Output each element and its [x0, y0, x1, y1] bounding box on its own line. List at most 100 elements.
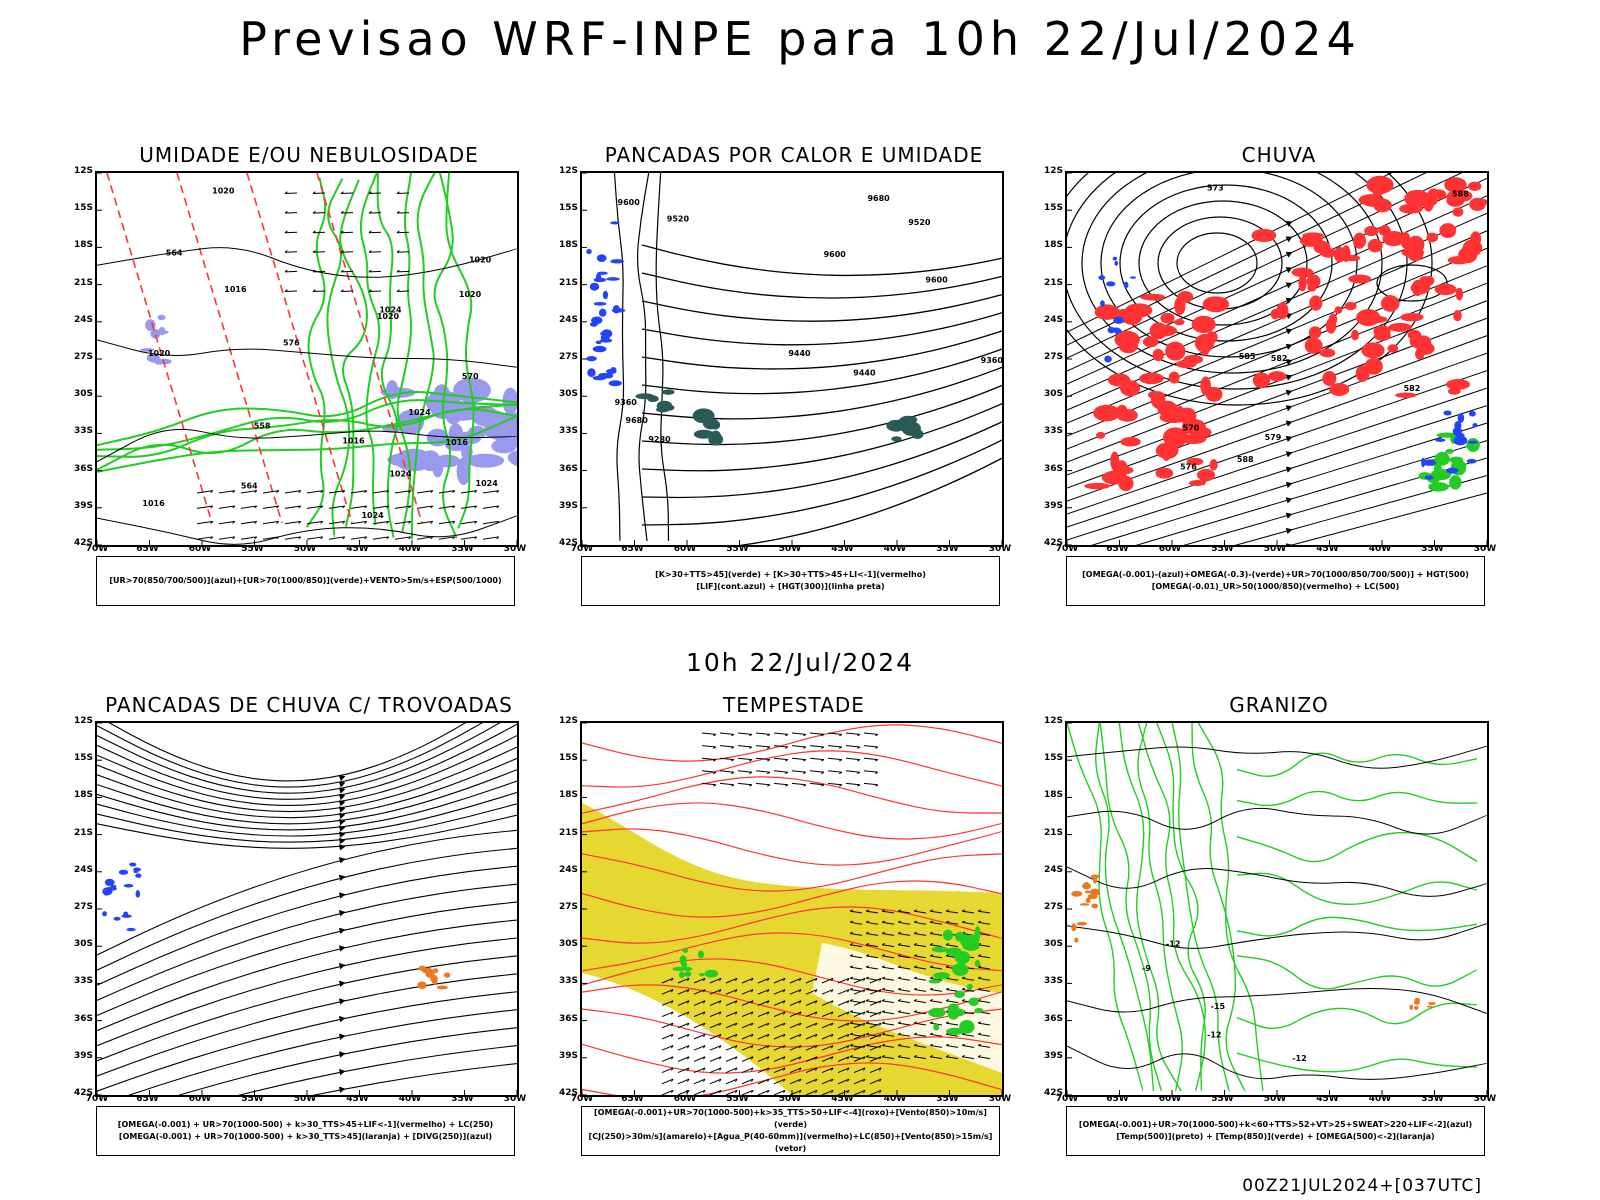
thickness-contour [246, 173, 353, 524]
wind-vector [757, 1045, 770, 1051]
wind-vector [368, 250, 372, 253]
wind-vector [452, 521, 456, 524]
latitude-tick-label: 24S [558, 864, 578, 875]
wind-vector [930, 966, 943, 970]
rain-area [1096, 431, 1106, 439]
wind-vector [850, 1056, 863, 1060]
panel-title: CHUVA [1241, 143, 1317, 167]
streamline [97, 973, 517, 1077]
wind-vector [978, 1056, 991, 1060]
wind-vector [839, 759, 843, 762]
humidity-shade [158, 326, 166, 336]
rain-area [1372, 187, 1383, 197]
wind-vector [749, 771, 753, 775]
wind-vector [847, 1045, 850, 1049]
wind-vector [898, 1022, 911, 1026]
rain-area [1422, 192, 1435, 212]
wind-vector [757, 1000, 770, 1006]
wind-vector [757, 1011, 770, 1018]
wind-vector [847, 1034, 850, 1038]
rain-area [1194, 333, 1215, 353]
divergence-area [135, 889, 140, 898]
wind-vector [719, 1090, 722, 1094]
wind-vector [340, 210, 344, 214]
map-plot: 9680 9680 9600 9520 9440 9360 9280 9360 9600 9520… [582, 173, 1002, 545]
wind-vector [328, 505, 345, 509]
wind-vector [773, 782, 788, 786]
wind-vector [803, 759, 807, 762]
wind-vector [881, 1021, 886, 1024]
streamline [97, 814, 517, 849]
rain-area [1084, 482, 1111, 490]
wind-850-area [678, 971, 685, 979]
streamline-arrow [338, 793, 346, 801]
wind-vector [719, 770, 734, 773]
wind-vector [845, 732, 860, 735]
thickness-contour [106, 173, 213, 524]
wind-vector [815, 1011, 818, 1015]
wind-vector [735, 978, 738, 982]
wind-vector [687, 1000, 690, 1004]
wind-vector [929, 987, 934, 990]
longitude-tick-label: 70W [85, 1094, 109, 1104]
temp-850-contour [1236, 872, 1478, 906]
streamline-arrow [1285, 282, 1293, 289]
rain-area [1352, 232, 1367, 249]
wind-vector [767, 978, 770, 982]
streamline-850 [582, 906, 1002, 944]
longitude-tick-label: 55W [1211, 544, 1234, 554]
wind-vector [677, 1056, 690, 1062]
height-contour [637, 173, 650, 542]
latitude-tick-label: 36S [1043, 463, 1063, 474]
wind-vector [731, 733, 735, 737]
wind-vector [677, 1033, 690, 1040]
streamline [97, 901, 517, 1017]
lifted-index-area [593, 302, 607, 306]
wind-vector [368, 230, 372, 234]
streamline-arrow [1285, 297, 1293, 304]
streamline [97, 723, 483, 788]
wind-vector [930, 955, 943, 959]
streamline [97, 780, 517, 831]
wind-vector [276, 521, 280, 524]
latitude-tick-label: 36S [558, 463, 578, 474]
longitude-tick-label: 65W [621, 544, 644, 554]
wind-vector [785, 759, 789, 762]
streamline [97, 791, 517, 837]
wind-vector [751, 989, 754, 993]
wind-vector [913, 1032, 918, 1035]
wind-vector [703, 1045, 706, 1049]
wind-vector [977, 1054, 982, 1058]
wind-vector [709, 1089, 722, 1095]
wind-vector [897, 954, 902, 957]
latitude-tick-label: 30S [1043, 939, 1063, 950]
wind-vector [929, 976, 934, 979]
storm-area [662, 389, 675, 395]
omega-area [1424, 475, 1434, 480]
wind-vector [474, 490, 478, 494]
wind-vector [849, 920, 854, 923]
wind-vector [913, 954, 918, 957]
storm-area [901, 421, 921, 436]
wind-vector [961, 1054, 966, 1058]
rain-area [1107, 373, 1131, 387]
rain-area [1152, 348, 1164, 362]
wind-vector [805, 989, 818, 995]
streamline-arrow [338, 787, 346, 794]
wind-vector [913, 1043, 918, 1046]
wind-vector [914, 1022, 927, 1026]
wind-vector [416, 536, 433, 540]
wind-vector [897, 1010, 902, 1013]
longitude-tick-label: 50W [778, 544, 802, 554]
rain-area [1192, 427, 1212, 438]
wind-vector [898, 1011, 911, 1015]
longitude-tick-label: 40W [398, 544, 422, 554]
wind-vector [757, 1089, 770, 1095]
contour-label: 1016 [224, 285, 247, 294]
longitude-tick-label: 55W [726, 1094, 749, 1104]
wind-vector [693, 977, 706, 984]
longitude-tick-label: 65W [136, 1094, 159, 1104]
wind-vector [805, 1078, 818, 1085]
wind-vector [741, 1067, 754, 1074]
wind-vector [929, 1021, 934, 1024]
